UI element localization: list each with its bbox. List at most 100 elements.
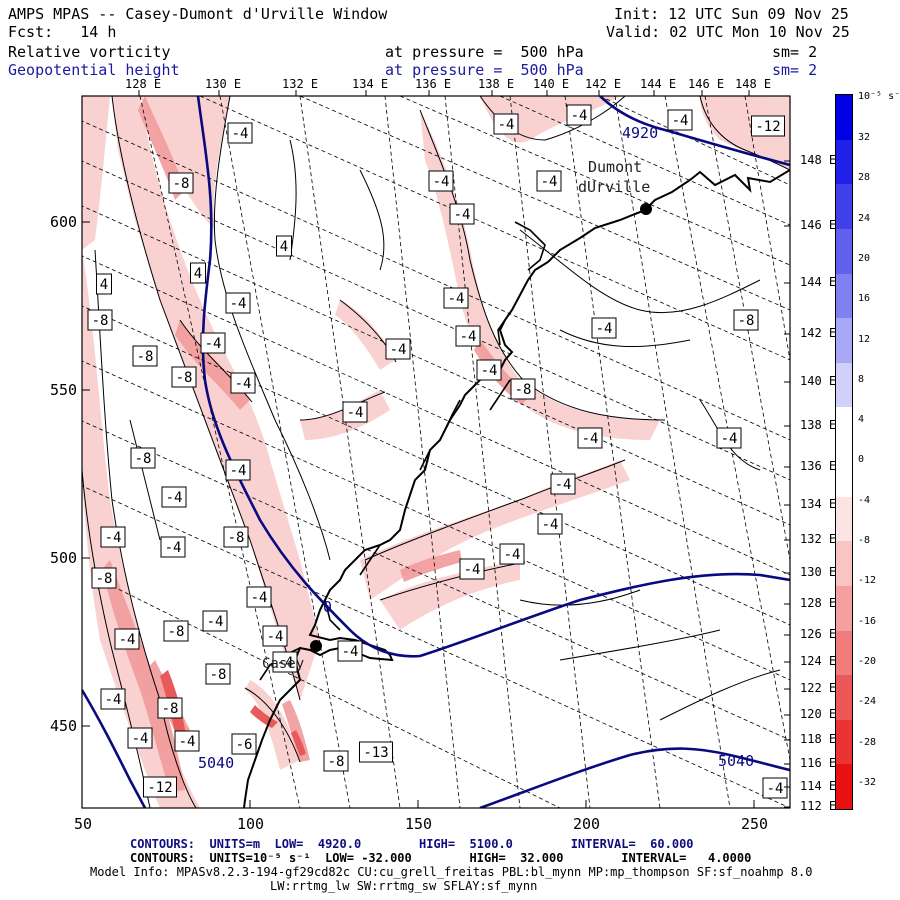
height-label-0: 0	[323, 598, 332, 616]
vorticity-label: -4	[454, 207, 471, 223]
y-label-450: 450	[50, 717, 78, 735]
right-lat-ticks	[784, 160, 790, 808]
colorbar-label: 32	[858, 132, 871, 143]
vorticity-label: 4	[100, 277, 108, 293]
vorticity-label: -8	[96, 571, 113, 587]
colorbar-label: -28	[858, 736, 877, 748]
top-lon-label: 140 E	[533, 77, 570, 91]
right-lat-label: 136 E	[800, 459, 837, 473]
vorticity-label: -4	[460, 329, 477, 345]
vorticity-label-box: -8	[733, 309, 759, 331]
vorticity-label-box: -4	[202, 610, 228, 632]
vorticity-label: -8	[162, 701, 179, 717]
right-lat-label: 116 E	[800, 756, 837, 770]
vorticity-label: -4	[277, 655, 294, 671]
coastline-inland	[259, 221, 546, 681]
top-lon-label: 134 E	[352, 77, 389, 91]
vorticity-label-box: 4	[96, 273, 112, 295]
vorticity-label-box: -8	[91, 567, 117, 589]
colorbar-segment	[836, 318, 852, 363]
top-lon-label: 142 E	[585, 77, 622, 91]
colorbar-segment	[836, 585, 852, 631]
colorbar-label: -32	[858, 776, 877, 788]
vorticity-label: -8	[228, 530, 245, 546]
vorticity-label: -4	[205, 336, 222, 352]
vorticity-label-box: -8	[163, 620, 189, 642]
right-lat-label: 112 E	[800, 799, 837, 813]
vorticity-label-box: -12	[143, 776, 177, 798]
x-label-50: 50	[74, 815, 93, 833]
colorbar-label: 20	[858, 252, 871, 264]
field2-level: at pressure = 500 hPa	[385, 61, 584, 79]
vorticity-shading	[82, 96, 790, 808]
top-lon-label: 144 E	[640, 77, 677, 91]
init-time: Init: 12 UTC Sun 09 Nov 25	[614, 5, 849, 23]
colorbar-label: -20	[858, 655, 877, 667]
geopotential-contours	[82, 96, 790, 808]
field1-name: Relative vorticity	[8, 43, 171, 61]
vorticity-label-box: -13	[359, 741, 393, 763]
vorticity-label-box: -8	[323, 750, 349, 772]
colorbar-segment	[836, 407, 852, 452]
vorticity-label: -4	[235, 376, 252, 392]
vorticity-label-box: -4	[667, 109, 693, 131]
vorticity-label-box: -4	[566, 104, 592, 126]
vorticity-label-box: -8	[157, 697, 183, 719]
field1-level: at pressure = 500 hPa	[385, 43, 584, 61]
vorticity-label: -4	[433, 174, 450, 190]
top-lon-label: 138 E	[478, 77, 515, 91]
top-lon-label: 130 E	[205, 77, 242, 91]
right-lat-label: 114 E	[800, 779, 837, 793]
vorticity-label-box: -4	[443, 287, 469, 309]
colorbar-label: -4	[858, 494, 871, 506]
colorbar-segment	[836, 139, 852, 185]
vorticity-label: -4	[132, 731, 149, 747]
dumont-station-label-2: dUrville	[578, 178, 650, 196]
casey-station-dot	[310, 640, 322, 652]
vorticity-label: -4	[179, 734, 196, 750]
vorticity-label-box: -8	[205, 663, 231, 685]
vorticity-labels: -4 -4 -4 -4 -12 -8 -4 -4 -4 4 4 4 -4 -4 -8 -4 -8 -4 -4 -8 -4…	[87, 104, 788, 799]
vorticity-label-box: 4	[190, 262, 206, 284]
vorticity-label: -4	[267, 629, 284, 645]
vorticity-label-box: -4	[246, 586, 272, 608]
right-lat-label: 132 E	[800, 532, 837, 546]
top-lon-label: 128 E	[125, 77, 162, 91]
colorbar-label: -12	[858, 575, 877, 587]
vorticity-label-box: -8	[171, 366, 197, 388]
y-axis-ticks	[82, 221, 90, 727]
vorticity-label: -4	[596, 321, 613, 337]
vorticity-label-box: -8	[132, 345, 158, 367]
colorbar-segment	[836, 184, 852, 229]
vorticity-label: -4	[481, 363, 498, 379]
vorticity-label: -4	[347, 405, 364, 421]
right-lat-label: 146 E	[800, 218, 837, 232]
vorticity-label-box: -4	[272, 651, 298, 673]
y-label-600: 600	[50, 213, 78, 231]
colorbar-segment	[836, 541, 852, 586]
vorticity-label: -8	[738, 313, 755, 329]
vorticity-label-box: -4	[174, 730, 200, 752]
vorticity-label: -4	[166, 490, 183, 506]
vorticity-label: -12	[755, 119, 780, 135]
vorticity-label: -8	[173, 176, 190, 192]
title-left: AMPS MPAS -- Casey-Dumont d'Urville Wind…	[8, 5, 388, 23]
dumont-station-dot	[640, 203, 652, 215]
vorticity-label-box: 4	[276, 235, 292, 257]
colorbar-segment	[836, 764, 852, 809]
colorbar-label: 12	[858, 333, 871, 345]
vorticity-label-box: -4	[161, 486, 187, 508]
vorticity-label-box: -4	[225, 459, 251, 481]
y-label-500: 500	[50, 549, 78, 567]
right-lat-label: 120 E	[800, 707, 837, 721]
vorticity-label: -8	[176, 370, 193, 386]
right-lat-label: 124 E	[800, 654, 837, 668]
vorticity-label: -4	[542, 517, 559, 533]
vorticity-label: -4	[251, 590, 268, 606]
right-lat-label: 138 E	[800, 418, 837, 432]
footer-model-info: Model Info: MPASv8.2.3-194-gf29cd82c CU:…	[90, 865, 813, 879]
vorticity-label-box: -4	[577, 427, 603, 449]
y-label-550: 550	[50, 381, 78, 399]
right-lat-label: 128 E	[800, 596, 837, 610]
vorticity-label: -4	[390, 342, 407, 358]
